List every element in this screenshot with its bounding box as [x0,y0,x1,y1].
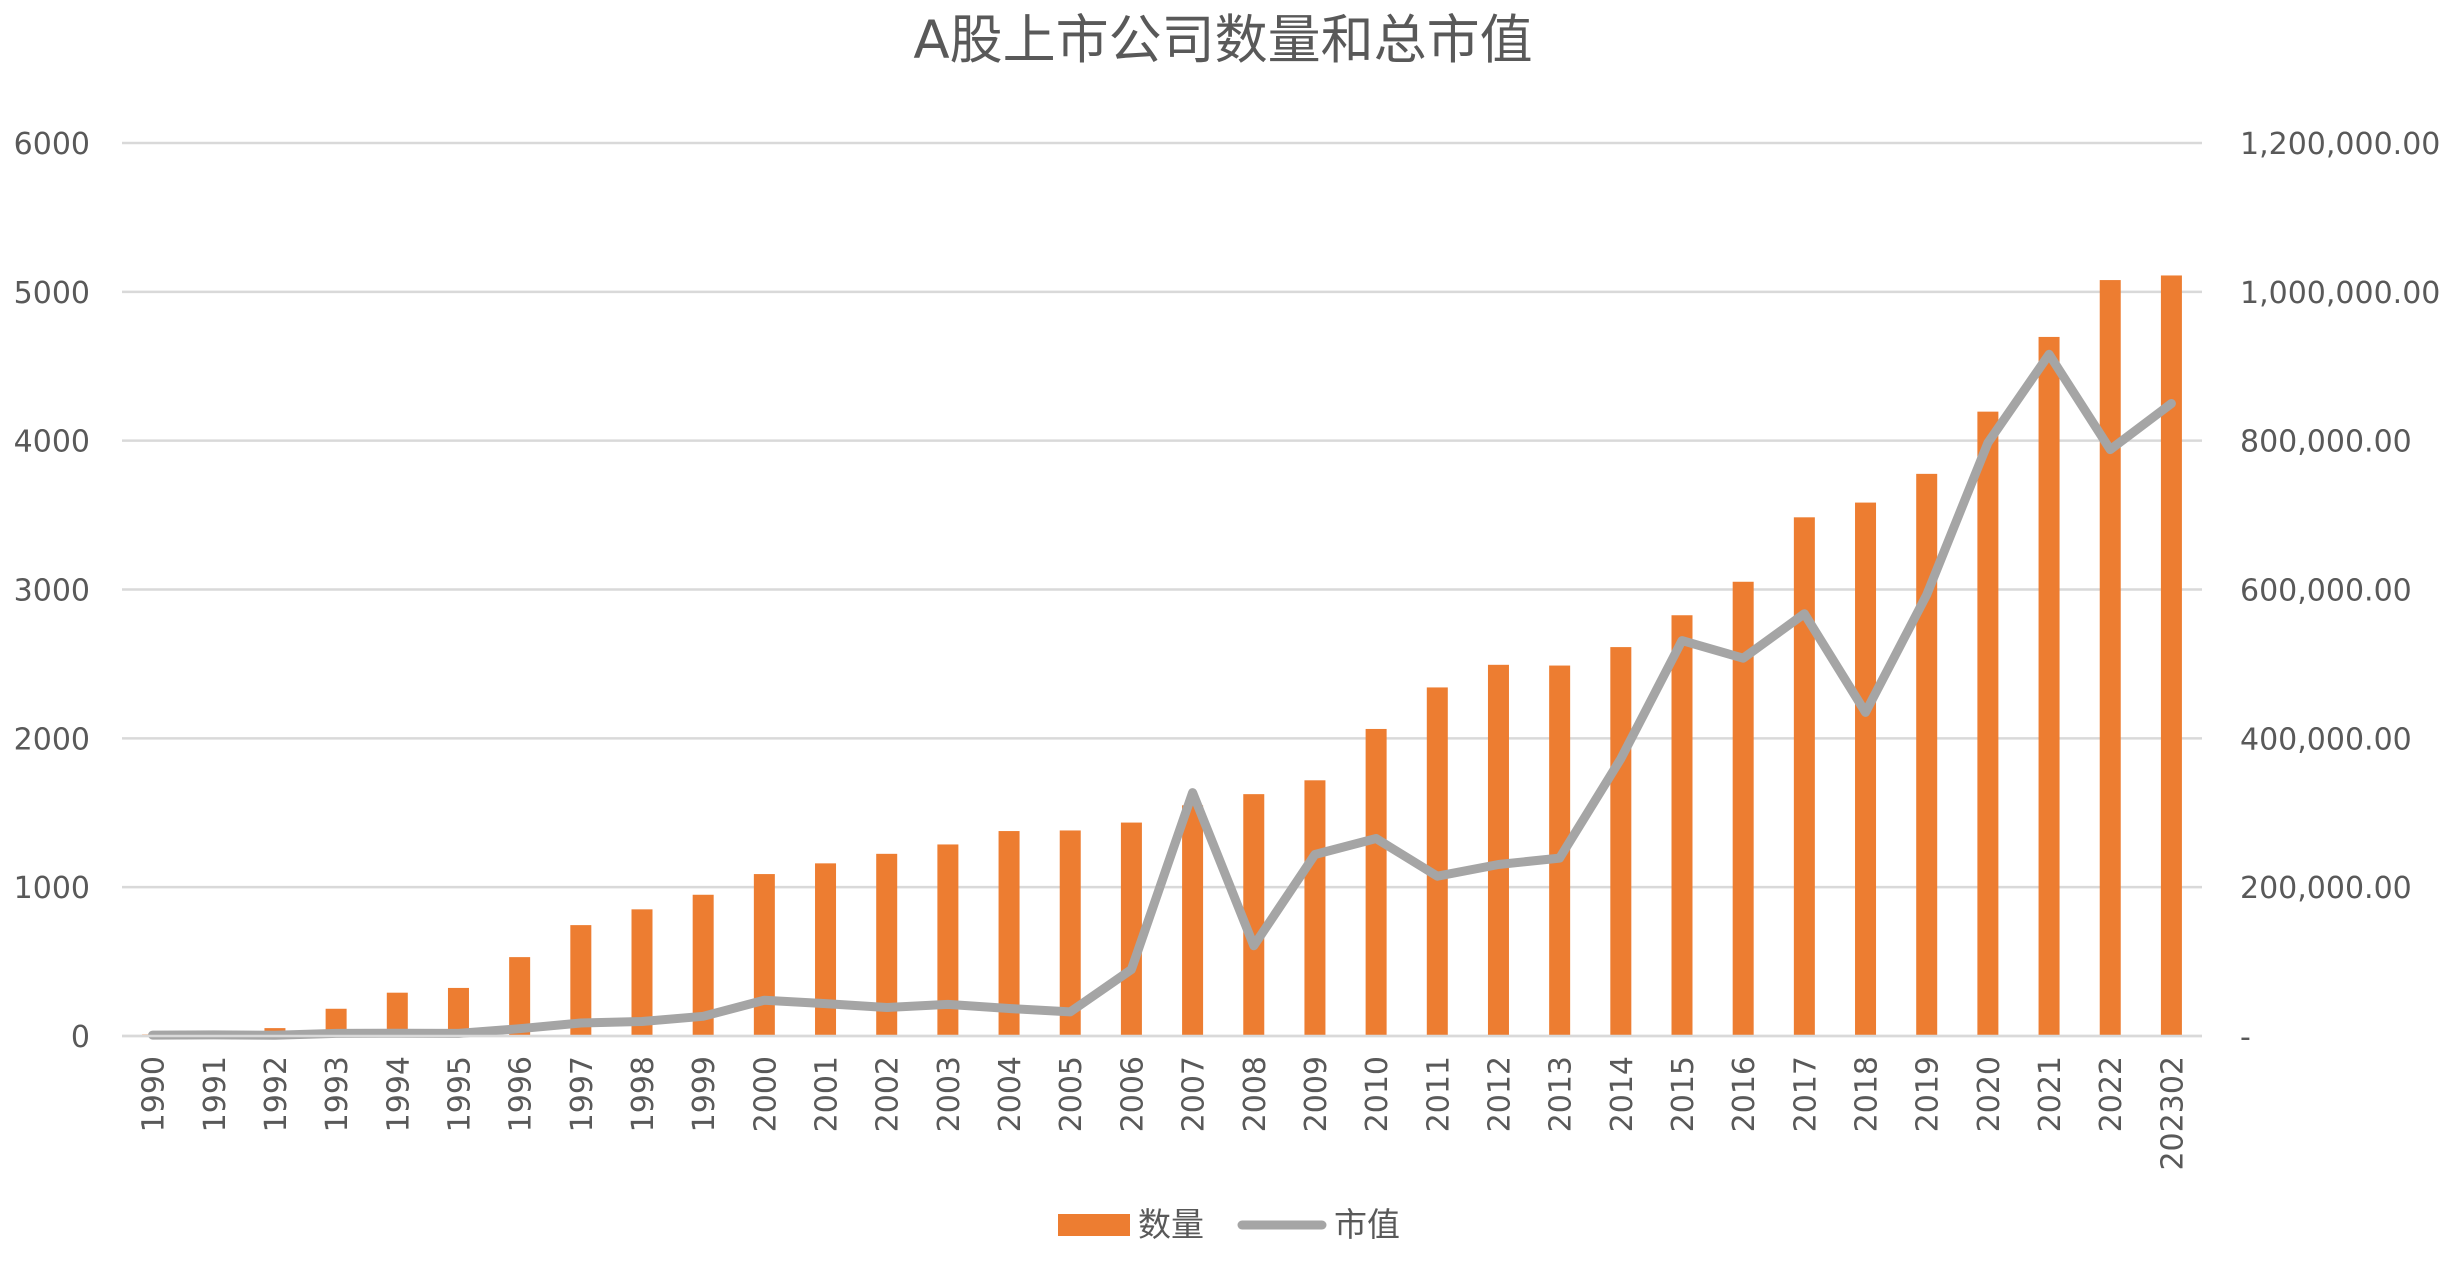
gridlines [122,141,2202,1038]
bar-count [1426,687,1448,1036]
y-right-tick-label: 800,000.00 [2240,425,2412,460]
x-tick-label: 2019 [1911,1056,1946,1132]
x-tick-label: 2018 [1850,1056,1885,1132]
right-axis: - 200,000.00 400,000.00 600,000.00 800,000.0… [2240,127,2440,1055]
y-left-tick-label: 2000 [14,722,90,757]
bar-count [1120,822,1142,1036]
x-tick-label: 2022 [2094,1056,2129,1132]
x-tick-label: 2014 [1605,1056,1640,1132]
bar-count [509,957,531,1036]
bar-count [937,844,959,1036]
bar-count [1610,647,1632,1036]
bar-count [815,863,837,1036]
x-tick-label: 2003 [932,1056,967,1132]
y-left-tick-label: 0 [71,1020,90,1055]
x-tick-label: 2015 [1666,1056,1701,1132]
bar-count [1671,615,1693,1036]
x-tick-label: 2020 [1972,1056,2007,1132]
bar-count [1732,581,1754,1036]
x-tick-label: 2008 [1238,1056,1273,1132]
x-tick-label: 1996 [504,1056,539,1132]
bar-count [1487,664,1509,1036]
bar-series [142,275,2182,1037]
x-tick-label: 2001 [810,1056,845,1132]
x-tick-label: 1994 [381,1056,416,1132]
x-tick-label: 2006 [1115,1056,1150,1132]
x-tick-label: 2021 [2033,1056,2068,1132]
bar-count [2160,275,2182,1036]
bar-count [1059,830,1081,1036]
x-tick-label: 2017 [1788,1056,1823,1132]
bar-count [631,909,653,1036]
x-tick-label: 2016 [1727,1056,1762,1132]
legend-label-bar: 数量 [1138,1205,1204,1244]
bar-count [1243,794,1265,1036]
bar-count [998,831,1020,1036]
bar-count [1793,517,1815,1036]
x-tick-label: 2004 [993,1056,1028,1132]
y-right-tick-label: 600,000.00 [2240,574,2412,609]
x-tick-label: 1995 [443,1056,478,1132]
x-tick-label: 1999 [687,1056,722,1132]
x-tick-label: 1992 [259,1056,294,1132]
bar-count [1855,502,1877,1037]
x-tick-label: 2007 [1177,1056,1212,1132]
bar-count [1182,805,1204,1036]
bar-count [2099,280,2121,1036]
bar-count [876,853,898,1036]
x-tick-label: 1993 [320,1056,355,1132]
bar-count [447,987,469,1036]
y-left-tick-label: 3000 [14,574,90,609]
x-tick-label: 1998 [626,1056,661,1132]
y-left-tick-label: 5000 [14,276,90,311]
x-tick-label: 2012 [1483,1056,1518,1132]
bar-count [753,874,775,1036]
bar-count [1916,473,1938,1036]
x-tick-label: 2010 [1360,1056,1395,1132]
bar-count [1977,411,1999,1036]
x-tick-label: 2013 [1544,1056,1579,1132]
y-right-tick-label: - [2240,1020,2251,1055]
bar-count [570,925,592,1036]
legend: 数量 市值 [1058,1205,1400,1244]
legend-swatch-bar [1058,1214,1130,1236]
line-series [148,349,2176,1040]
x-tick-label: 2009 [1299,1056,1334,1132]
x-tick-label: 2000 [748,1056,783,1132]
x-tick-label: 1997 [565,1056,600,1132]
y-left-tick-label: 1000 [14,871,90,906]
chart-title: A股上市公司数量和总市值 [913,10,1532,71]
x-tick-label: 1990 [137,1056,172,1132]
x-tick-label: 2005 [1054,1056,1089,1132]
x-tick-label: 2011 [1421,1056,1456,1132]
legend-label-line: 市值 [1334,1205,1400,1244]
y-right-tick-label: 400,000.00 [2240,722,2412,757]
x-tick-label: 2002 [871,1056,906,1132]
x-tick-label: 1991 [198,1056,233,1132]
y-left-tick-label: 4000 [14,425,90,460]
y-right-tick-label: 1,000,000.00 [2240,276,2440,311]
y-right-tick-label: 1,200,000.00 [2240,127,2440,162]
bar-count [692,894,714,1036]
bar-count [1304,780,1326,1036]
line-market-value [148,349,2176,1040]
y-left-tick-label: 6000 [14,127,90,162]
y-right-tick-label: 200,000.00 [2240,871,2412,906]
x-tick-label: 202302 [2155,1056,2190,1171]
left-axis: 0 1000 2000 3000 4000 5000 6000 [14,127,90,1055]
bar-count [2038,336,2060,1037]
bar-count [1365,728,1387,1036]
bar-count [386,992,408,1036]
x-axis: 1990 1991 1992 1993 1994 1995 1996 1997 1998 1999… [122,1034,2202,1171]
